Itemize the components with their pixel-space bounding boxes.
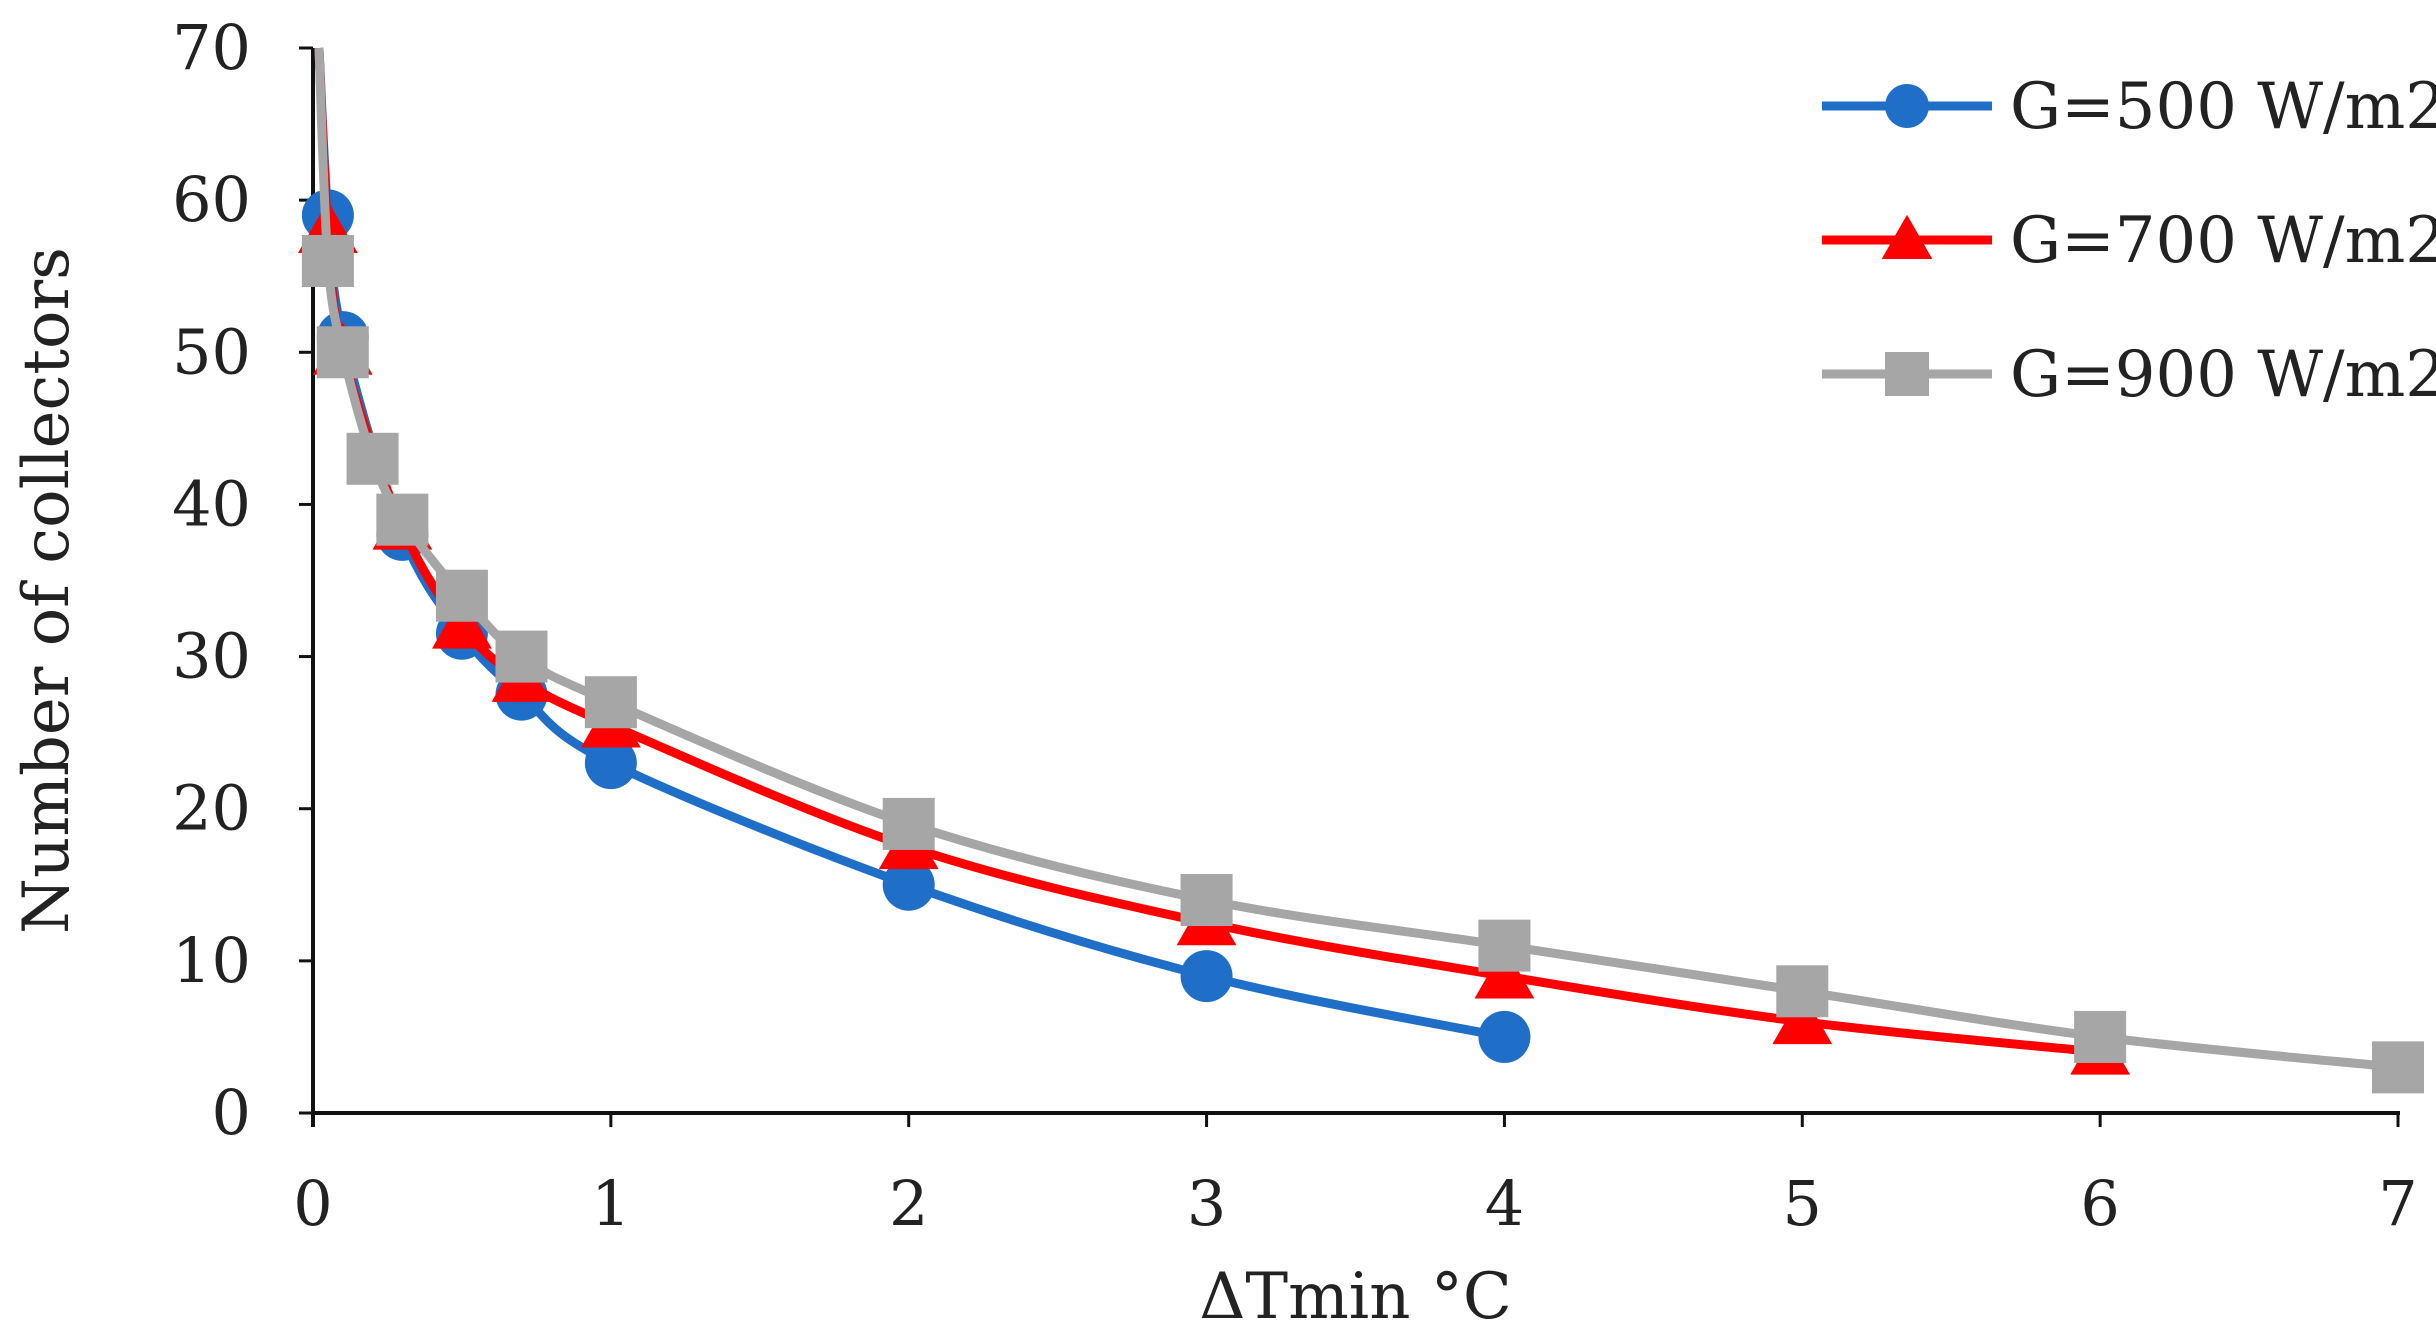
legend: G=500 W/m2 G=700 W/m2 G=900 W/m2 xyxy=(1822,70,2436,412)
data-point xyxy=(1776,965,1829,1018)
data-point xyxy=(584,737,637,790)
data-point xyxy=(2074,1010,2127,1063)
x-tick-label: 4 xyxy=(1485,1167,1524,1240)
data-point xyxy=(1478,919,1531,972)
y-tick-label: 20 xyxy=(172,772,251,845)
legend-label: G=500 W/m2 xyxy=(2010,70,2436,144)
data-point xyxy=(1180,874,1233,926)
series-1 xyxy=(301,47,1531,1063)
data-point xyxy=(432,596,492,649)
y-tick-label: 0 xyxy=(212,1076,251,1149)
x-tick-label: 5 xyxy=(1783,1167,1822,1240)
data-point xyxy=(316,326,369,379)
x-tick-label: 6 xyxy=(2080,1167,2119,1240)
circle-marker-icon xyxy=(1885,84,1929,128)
data-point xyxy=(2372,1041,2424,1094)
data-point xyxy=(301,235,354,287)
data-point xyxy=(435,569,488,622)
data-point xyxy=(1474,946,1535,999)
y-tick-label: 70 xyxy=(172,11,251,84)
y-tick-label: 10 xyxy=(172,924,251,997)
x-tick-label: 3 xyxy=(1187,1167,1226,1240)
triangle-marker-icon xyxy=(1881,214,1933,259)
x-tick-label: 7 xyxy=(2378,1167,2417,1240)
data-point xyxy=(346,432,399,485)
data-point xyxy=(1180,950,1233,1003)
series-3 xyxy=(301,47,2424,1094)
y-axis-title: Number of collectors xyxy=(10,247,84,934)
data-point xyxy=(1478,1010,1531,1063)
y-tick-label: 40 xyxy=(172,467,251,540)
y-tick-label: 60 xyxy=(172,163,251,236)
data-point xyxy=(882,858,935,911)
legend-item-2: G=700 W/m2 xyxy=(1822,204,2436,278)
data-point xyxy=(882,797,935,850)
x-axis-title: ΔTmin °C xyxy=(1199,1260,1512,1332)
legend-item-3: G=900 W/m2 xyxy=(1822,338,2436,412)
legend-label: G=900 W/m2 xyxy=(2010,338,2436,412)
x-tick-label: 1 xyxy=(591,1167,630,1240)
data-point xyxy=(1772,991,1833,1045)
data-point xyxy=(584,676,637,729)
data-point xyxy=(376,493,429,546)
legend-label: G=700 W/m2 xyxy=(2010,204,2436,278)
legend-item-1: G=500 W/m2 xyxy=(1822,70,2436,144)
series-line xyxy=(314,47,2399,1072)
y-tick-label: 50 xyxy=(172,315,251,388)
square-marker-icon xyxy=(1885,352,1929,396)
y-tick-label: 30 xyxy=(172,620,251,693)
data-point xyxy=(495,630,548,683)
x-tick-label: 2 xyxy=(889,1167,928,1240)
x-tick-label: 0 xyxy=(293,1167,332,1240)
